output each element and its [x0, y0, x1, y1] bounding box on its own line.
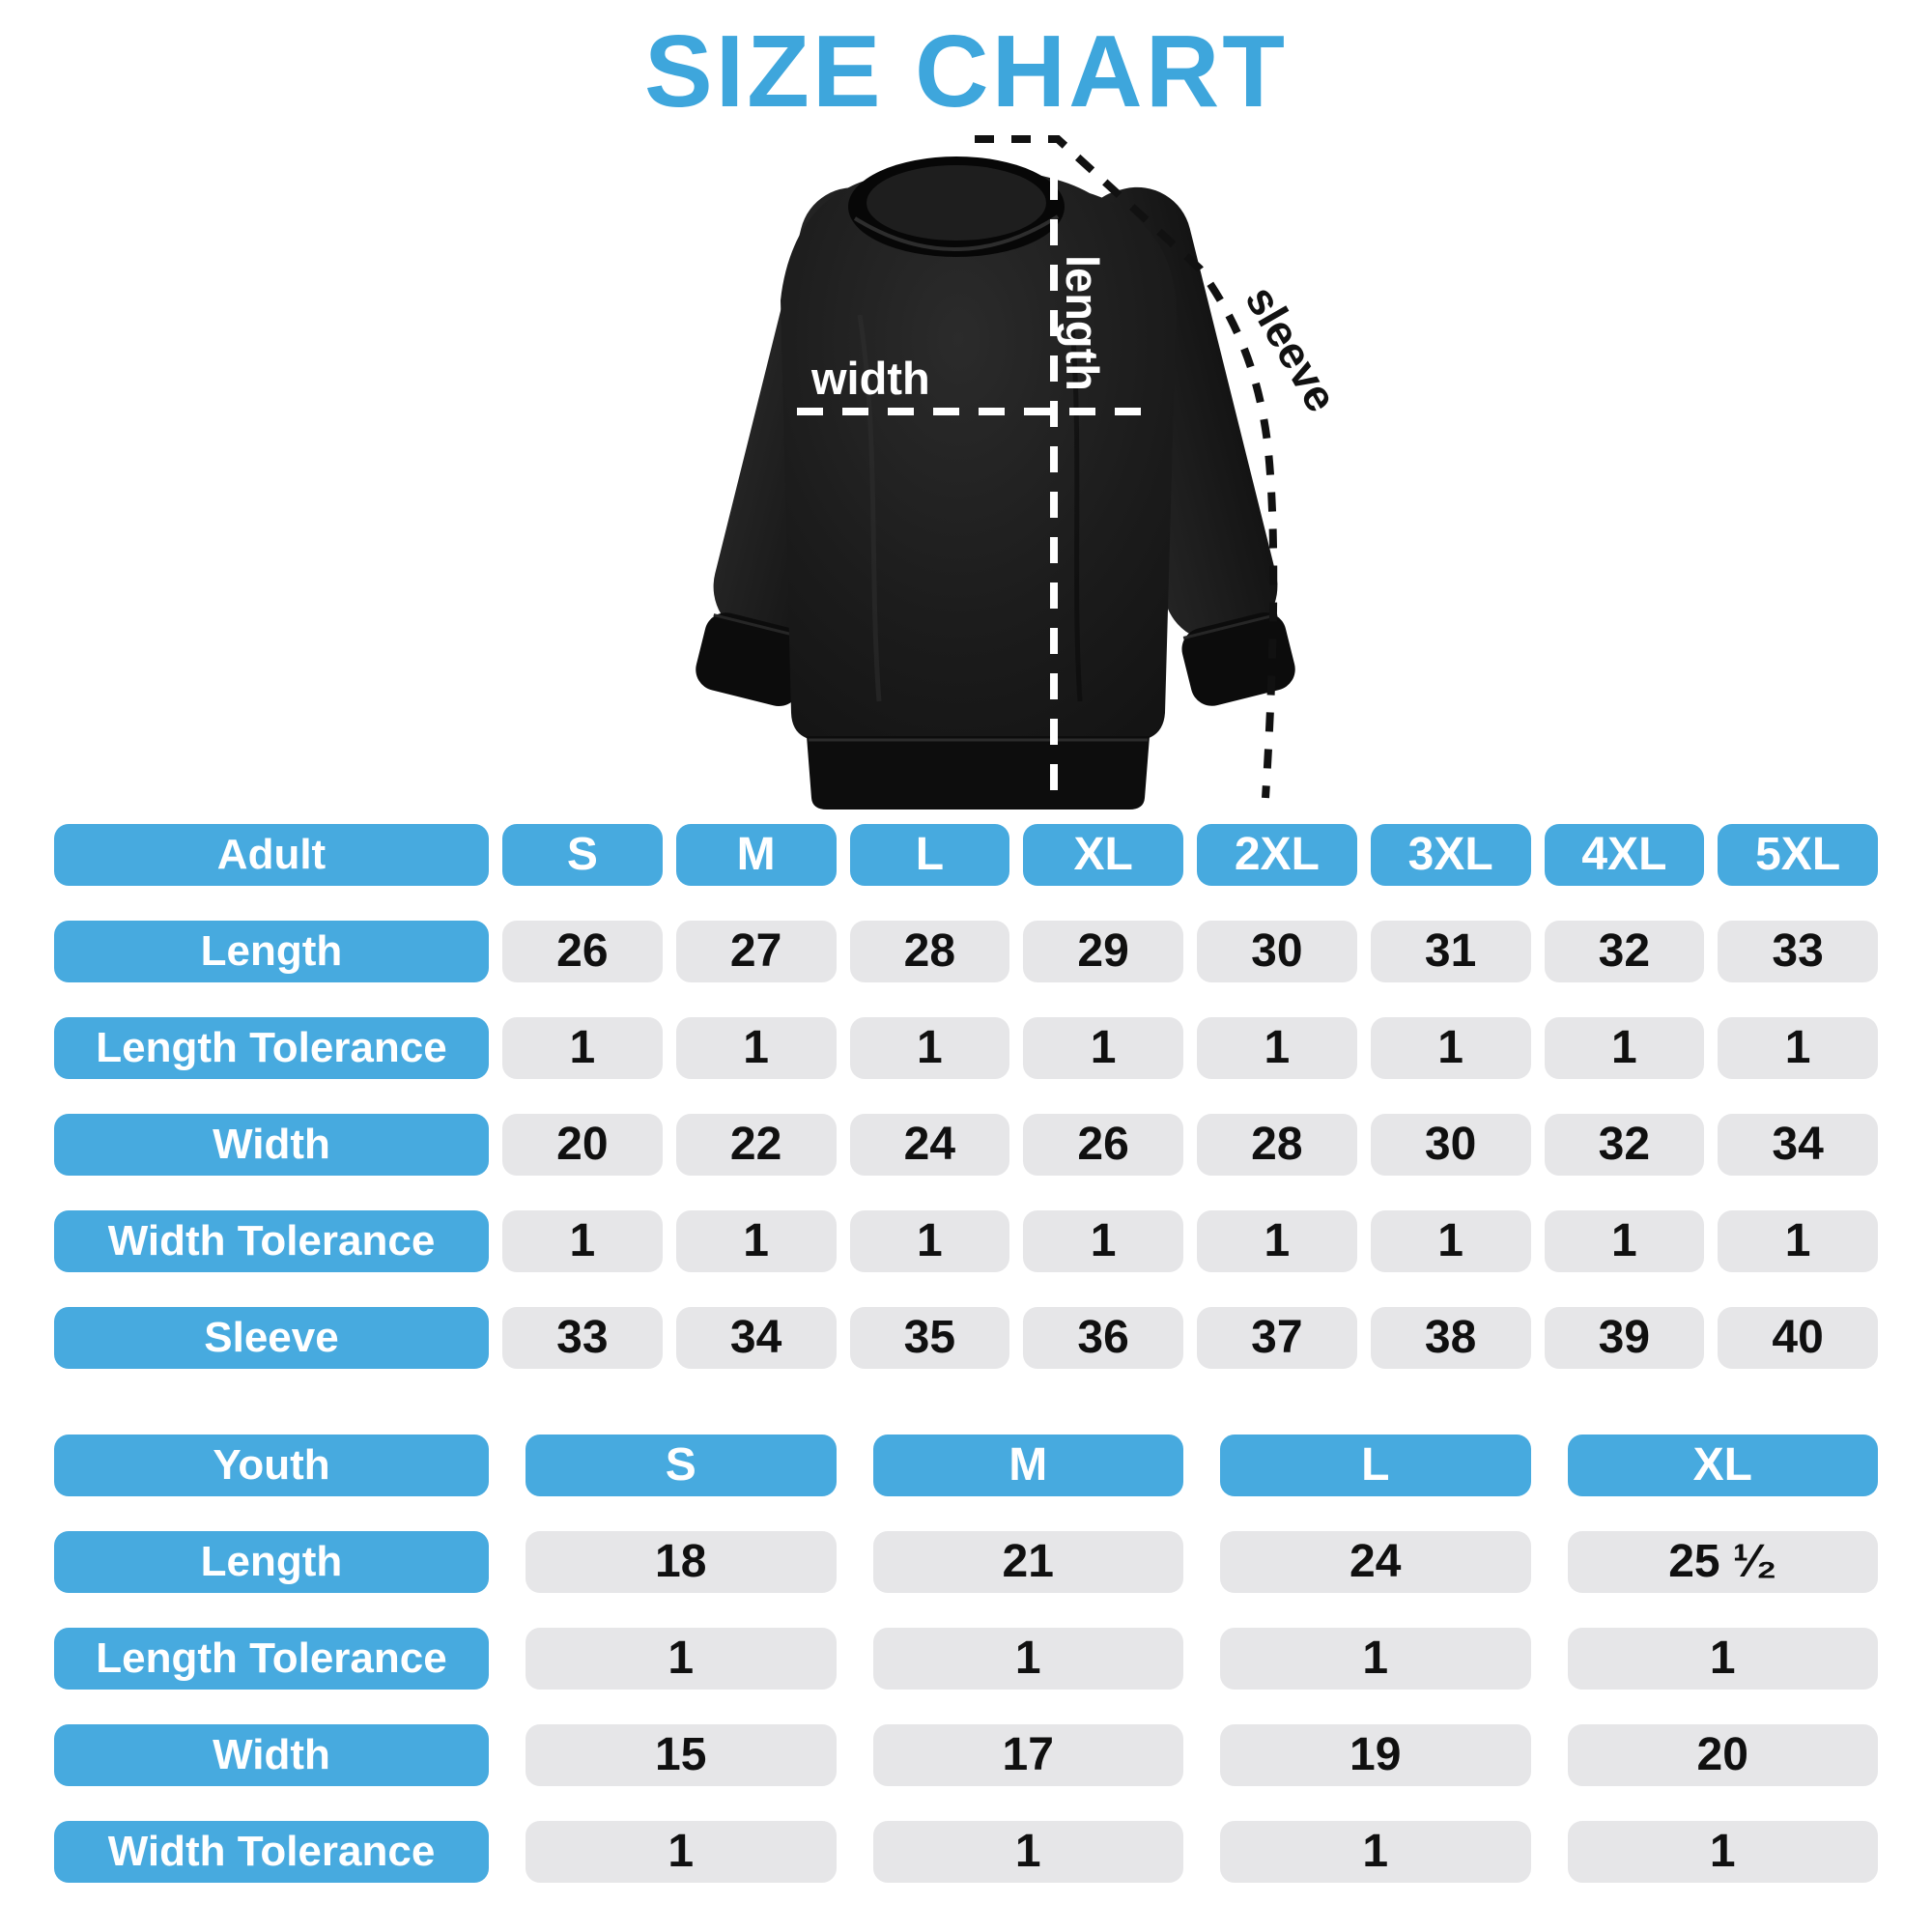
- youth-data-cell: 15: [526, 1724, 837, 1786]
- width-label: width: [810, 353, 930, 404]
- adult-data-cell: 32: [1544, 1114, 1705, 1176]
- adult-data-cell: 1: [1718, 1017, 1878, 1079]
- youth-row-label: Width Tolerance: [54, 1821, 489, 1883]
- adult-data-cell: 1: [502, 1017, 663, 1079]
- youth-row-label: Width: [54, 1724, 489, 1786]
- adult-data-cell: 39: [1544, 1307, 1705, 1369]
- adult-data-cell: 1: [1197, 1210, 1357, 1272]
- adult-row-label: Sleeve: [54, 1307, 489, 1369]
- adult-data-cell: 1: [1718, 1210, 1878, 1272]
- youth-group-header: Youth: [54, 1435, 489, 1496]
- adult-group-header: Adult: [54, 824, 489, 886]
- youth-data-cell: 1: [526, 1821, 837, 1883]
- youth-row-label: Length: [54, 1531, 489, 1593]
- youth-data-cell: 1: [1567, 1628, 1878, 1690]
- adult-data-cell: 26: [1023, 1114, 1183, 1176]
- youth-data-cell: 19: [1220, 1724, 1531, 1786]
- adult-data-cell: 27: [675, 921, 837, 982]
- adult-data-cell: 24: [849, 1114, 1010, 1176]
- adult-size-header: 3XL: [1370, 824, 1531, 886]
- youth-data-cell: 1: [1220, 1821, 1531, 1883]
- adult-data-cell: 1: [849, 1017, 1010, 1079]
- adult-data-cell: 1: [849, 1210, 1010, 1272]
- adult-row-label: Length Tolerance: [54, 1017, 489, 1079]
- youth-data-cell: 18: [526, 1531, 837, 1593]
- adult-data-cell: 26: [502, 921, 663, 982]
- adult-data-cell: 33: [1718, 921, 1878, 982]
- size-tables: Adult S M L XL 2XL 3XL 4XL 5XL Length 26…: [54, 824, 1878, 1883]
- adult-data-cell: 34: [1718, 1114, 1878, 1176]
- adult-data-cell: 36: [1023, 1307, 1183, 1369]
- hem-band: [807, 736, 1150, 810]
- adult-size-header: 5XL: [1718, 824, 1878, 886]
- adult-data-cell: 28: [849, 921, 1010, 982]
- page-title: SIZE CHART: [644, 14, 1288, 128]
- adult-data-cell: 37: [1197, 1307, 1357, 1369]
- adult-row-label: Width Tolerance: [54, 1210, 489, 1272]
- adult-data-cell: 22: [675, 1114, 837, 1176]
- adult-data-cell: 31: [1370, 921, 1531, 982]
- youth-row-label: Length Tolerance: [54, 1628, 489, 1690]
- youth-data-cell: 24: [1220, 1531, 1531, 1593]
- adult-data-cell: 1: [675, 1017, 837, 1079]
- adult-data-cell: 1: [1370, 1210, 1531, 1272]
- adult-data-cell: 38: [1370, 1307, 1531, 1369]
- adult-data-cell: 1: [1023, 1210, 1183, 1272]
- adult-data-cell: 20: [502, 1114, 663, 1176]
- youth-data-cell: 1: [1567, 1821, 1878, 1883]
- youth-size-header: L: [1220, 1435, 1531, 1496]
- adult-data-cell: 30: [1197, 921, 1357, 982]
- youth-data-cell: 20: [1567, 1724, 1878, 1786]
- adult-data-cell: 30: [1370, 1114, 1531, 1176]
- adult-data-cell: 28: [1197, 1114, 1357, 1176]
- adult-size-header: S: [502, 824, 663, 886]
- adult-size-header: M: [675, 824, 837, 886]
- length-label: length: [1057, 255, 1108, 391]
- adult-data-cell: 1: [1544, 1210, 1705, 1272]
- adult-data-cell: 32: [1544, 921, 1705, 982]
- youth-size-table: Youth S M L XL Length 18 21 24 25 ¹⁄₂ Le…: [54, 1435, 1878, 1883]
- adult-data-cell: 34: [675, 1307, 837, 1369]
- adult-size-header: L: [849, 824, 1010, 886]
- youth-data-cell: 1: [872, 1628, 1183, 1690]
- adult-data-cell: 33: [502, 1307, 663, 1369]
- youth-data-cell: 1: [872, 1821, 1183, 1883]
- adult-data-cell: 1: [502, 1210, 663, 1272]
- youth-size-header: XL: [1567, 1435, 1878, 1496]
- adult-size-header: XL: [1023, 824, 1183, 886]
- youth-data-cell: 25 ¹⁄₂: [1567, 1531, 1878, 1593]
- youth-data-cell: 21: [872, 1531, 1183, 1593]
- sweatshirt-diagram: width length sleeve: [618, 122, 1381, 812]
- adult-data-cell: 1: [1544, 1017, 1705, 1079]
- adult-data-cell: 1: [1370, 1017, 1531, 1079]
- adult-size-header: 2XL: [1197, 824, 1357, 886]
- adult-size-header: 4XL: [1544, 824, 1705, 886]
- sleeve-label: sleeve: [1236, 277, 1347, 420]
- sleeve-measure-line: [975, 135, 1278, 799]
- adult-size-table: Adult S M L XL 2XL 3XL 4XL 5XL Length 26…: [54, 824, 1878, 1369]
- adult-data-cell: 35: [849, 1307, 1010, 1369]
- adult-row-label: Length: [54, 921, 489, 982]
- adult-data-cell: 1: [1023, 1017, 1183, 1079]
- adult-data-cell: 40: [1718, 1307, 1878, 1369]
- youth-data-cell: 17: [872, 1724, 1183, 1786]
- adult-data-cell: 1: [675, 1210, 837, 1272]
- youth-data-cell: 1: [526, 1628, 837, 1690]
- youth-size-header: S: [526, 1435, 837, 1496]
- collar: [848, 156, 1065, 257]
- adult-data-cell: 1: [1197, 1017, 1357, 1079]
- youth-data-cell: 1: [1220, 1628, 1531, 1690]
- youth-size-header: M: [872, 1435, 1183, 1496]
- adult-data-cell: 29: [1023, 921, 1183, 982]
- adult-row-label: Width: [54, 1114, 489, 1176]
